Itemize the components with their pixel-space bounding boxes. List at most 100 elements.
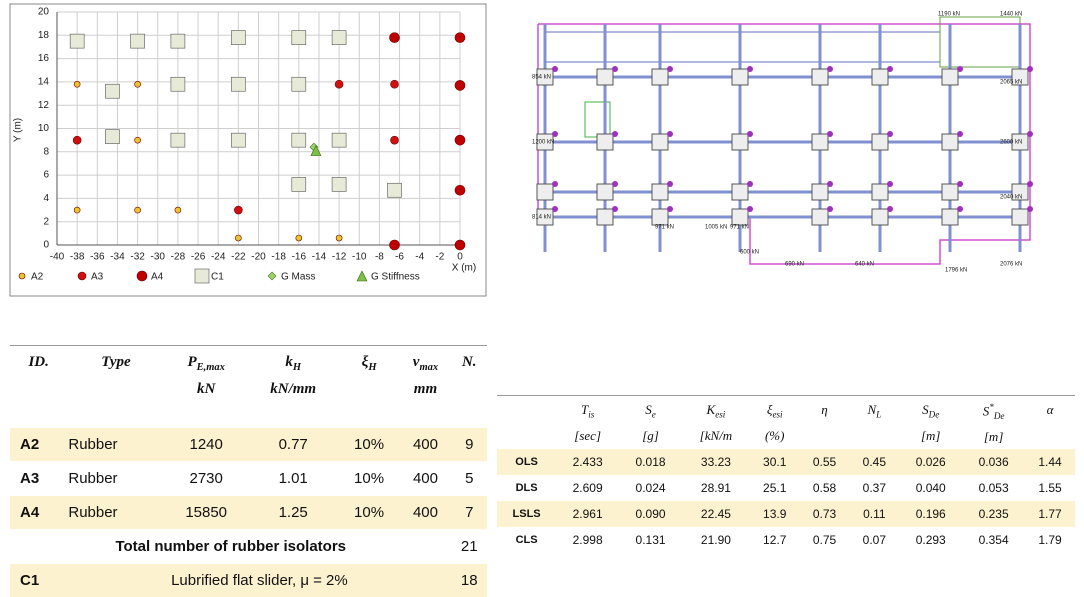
plan-label: 971 kN	[655, 225, 674, 231]
table-cell: 2730	[165, 462, 248, 496]
header-symbol: k	[285, 354, 293, 370]
plan-isolator	[887, 181, 893, 187]
header-sub: max	[419, 362, 438, 373]
header-sub: De	[994, 411, 1005, 421]
plan-column	[597, 184, 613, 200]
y-tick-label: 18	[38, 30, 50, 41]
table-cell: 22.45	[682, 501, 750, 527]
data-point	[171, 133, 185, 147]
table-cell: 0.018	[619, 449, 682, 475]
header-symbol: Type	[101, 354, 130, 370]
corner-cell	[497, 396, 556, 450]
header-symbol: α	[1047, 402, 1054, 417]
plan-isolator	[612, 181, 618, 187]
plan-label: 2600 kN	[1000, 140, 1022, 146]
y-tick-label: 20	[38, 7, 50, 18]
data-point	[231, 77, 245, 91]
plan-label: 600 kN	[740, 250, 759, 256]
x-tick-label: -32	[130, 252, 145, 263]
legend-marker	[137, 271, 147, 281]
x-tick-label: -10	[352, 252, 367, 263]
table-cell: 1.55	[1025, 475, 1075, 501]
plan-isolator	[1027, 66, 1033, 72]
table-cell: 0.354	[962, 527, 1025, 553]
header-cell: α	[1025, 396, 1075, 450]
plan-label: 690 kN	[785, 262, 804, 268]
plan-isolator	[887, 131, 893, 137]
plan-isolator	[612, 131, 618, 137]
data-point	[171, 77, 185, 91]
plan-isolator	[827, 206, 833, 212]
x-tick-label: -20	[251, 252, 266, 263]
plan-column	[652, 184, 668, 200]
y-axis-label: Y (m)	[13, 118, 24, 142]
x-tick-label: -12	[332, 252, 347, 263]
plan-column	[812, 69, 828, 85]
x-tick-label: -2	[435, 252, 444, 263]
x-tick-label: -26	[191, 252, 206, 263]
table-cell: 33.23	[682, 449, 750, 475]
data-point	[336, 235, 342, 241]
plan-isolator	[827, 181, 833, 187]
plan-label: 2076 kN	[1000, 262, 1022, 268]
plan-label: 1190 kN	[938, 12, 960, 18]
table-cell: 15850	[165, 496, 248, 530]
header-cell: S*De[m]	[962, 396, 1025, 450]
y-tick-label: 0	[43, 240, 49, 251]
table-cell: 0.131	[619, 527, 682, 553]
table-cell: 2.609	[556, 475, 619, 501]
table-cell: CLS	[497, 527, 556, 553]
y-tick-label: 14	[38, 77, 50, 88]
plan-isolator	[747, 131, 753, 137]
plan-column	[812, 209, 828, 225]
plan-column	[812, 134, 828, 150]
header-unit: [m]	[963, 429, 1024, 445]
table-cell: 10%	[339, 496, 400, 530]
header-sub: E,max	[197, 362, 225, 373]
header-sub: esi	[715, 410, 725, 420]
table-cell: 400	[399, 428, 451, 462]
table-cell: 1.77	[1025, 501, 1075, 527]
x-tick-label: -34	[110, 252, 125, 263]
plan-isolator	[667, 206, 673, 212]
table-cell: Rubber	[67, 496, 164, 530]
table-cell: 0.235	[962, 501, 1025, 527]
header-symbol: K	[707, 402, 716, 417]
x-tick-label: -36	[90, 252, 105, 263]
data-point	[388, 183, 402, 197]
table-cell: 21.90	[682, 527, 750, 553]
data-point	[455, 135, 465, 145]
plan-column	[942, 69, 958, 85]
header-cell: Se[g]	[619, 396, 682, 450]
plan-label: 854 kN	[532, 75, 551, 81]
table-cell: 13.9	[750, 501, 800, 527]
table-cell: OLS	[497, 449, 556, 475]
header-sub: H	[293, 362, 301, 373]
table-cell: Rubber	[67, 462, 164, 496]
header-sub: De	[929, 410, 940, 420]
table-cell: 1.79	[1025, 527, 1075, 553]
data-point	[390, 33, 400, 43]
data-point	[455, 80, 465, 90]
header-unit: [g]	[620, 428, 681, 444]
data-point	[73, 136, 81, 144]
header-symbol: N	[867, 402, 876, 417]
data-point	[175, 207, 181, 213]
data-point	[332, 31, 346, 45]
plan-column	[597, 134, 613, 150]
data-point	[332, 177, 346, 191]
table-cell: LSLS	[497, 501, 556, 527]
header-cell: N.	[451, 346, 487, 428]
plan-label: 640 kN	[855, 262, 874, 268]
data-point	[105, 84, 119, 98]
x-tick-label: -28	[171, 252, 186, 263]
data-point	[292, 77, 306, 91]
data-point	[74, 81, 80, 87]
plan-grid	[537, 24, 1033, 252]
